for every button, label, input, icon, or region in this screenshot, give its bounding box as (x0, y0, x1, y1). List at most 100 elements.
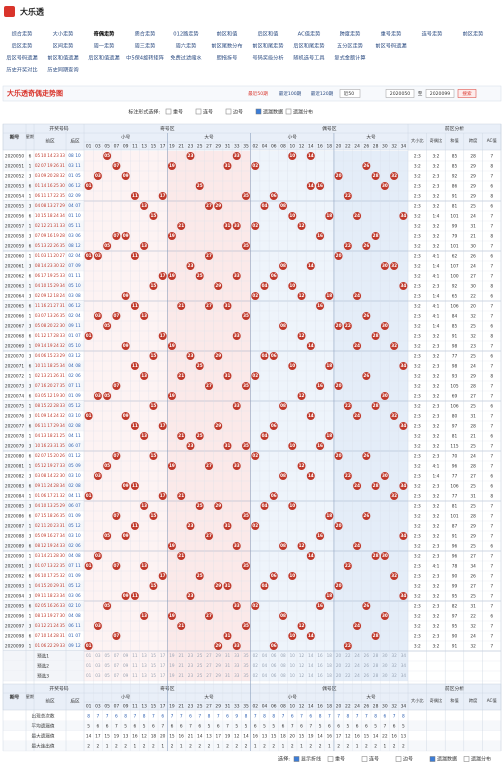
footer-option[interactable]: 边号 (403, 756, 413, 763)
preselect-cell[interactable]: 02 (253, 663, 259, 668)
nav-link[interactable]: 胆拖拆号 (217, 54, 238, 62)
nav-link[interactable]: 周一走势 (94, 42, 115, 50)
preselect-cell[interactable]: 30 (382, 653, 388, 658)
preselect-cell[interactable]: 18 (327, 663, 333, 668)
nav-link[interactable]: 前区尾数分布 (211, 42, 242, 50)
preselect-cell[interactable]: 14 (308, 653, 314, 658)
footer-option[interactable]: 遗漏数据 (437, 756, 457, 763)
preselect-cell[interactable]: 18 (327, 673, 333, 678)
preselect-cell[interactable]: 03 (95, 673, 101, 678)
preselect-cell[interactable]: 30 (382, 673, 388, 678)
preselect-cell[interactable]: 28 (373, 653, 379, 658)
preselect-cell[interactable]: 29 (216, 673, 222, 678)
preselect-cell[interactable]: 35 (243, 673, 249, 678)
preselect-cell[interactable]: 27 (206, 663, 212, 668)
preselect-cell[interactable]: 04 (262, 673, 268, 678)
preselect-cell[interactable]: 26 (364, 653, 370, 658)
period-link[interactable]: 最近100期 (279, 90, 302, 97)
preselect-cell[interactable]: 06 (271, 673, 277, 678)
preselect-cell[interactable]: 18 (327, 653, 333, 658)
nav-link[interactable]: 后区和值遗漏 (88, 54, 119, 62)
preselect-cell[interactable]: 04 (262, 653, 268, 658)
preselect-cell[interactable]: 12 (299, 673, 305, 678)
preselect-cell[interactable]: 34 (401, 673, 407, 678)
preselect-cell[interactable]: 16 (317, 653, 323, 658)
select[interactable]: 近50 (344, 90, 355, 97)
nav-link[interactable]: 历史开奖对比 (6, 66, 37, 74)
nav-link[interactable]: 前区和值 (217, 30, 238, 38)
preselect-cell[interactable]: 05 (104, 673, 110, 678)
preselect-cell[interactable]: 02 (253, 673, 259, 678)
nav-link[interactable]: 后区和值 (258, 30, 279, 38)
preselect-cell[interactable]: 11 (132, 673, 138, 678)
mark-option[interactable]: 连号 (203, 109, 213, 116)
preselect-cell[interactable]: 06 (271, 653, 277, 658)
preselect-cell[interactable]: 08 (280, 673, 286, 678)
nav-link[interactable]: 重号走势 (381, 30, 402, 38)
preselect-cell[interactable]: 09 (123, 663, 129, 668)
preselect-cell[interactable]: 16 (317, 673, 323, 678)
preselect-cell[interactable]: 26 (364, 663, 370, 668)
preselect-cell[interactable]: 07 (114, 663, 120, 668)
preselect-cell[interactable]: 14 (308, 673, 314, 678)
nav-link[interactable]: 免费过滤缩水 (170, 54, 202, 62)
nav-link[interactable]: 后区走势 (12, 42, 33, 50)
preselect-cell[interactable]: 28 (373, 663, 379, 668)
preselect-cell[interactable]: 17 (160, 653, 166, 658)
nav-link[interactable]: 012路走势 (173, 30, 198, 38)
preselect-cell[interactable]: 31 (225, 663, 231, 668)
preselect-cell[interactable]: 34 (401, 653, 407, 658)
preselect-cell[interactable]: 15 (151, 653, 157, 658)
to-input[interactable]: 2020099 (430, 91, 451, 97)
nav-link[interactable]: 奇偶走势 (94, 30, 116, 38)
preselect-cell[interactable]: 25 (197, 663, 203, 668)
mark-option[interactable]: 遗漏数据 (263, 109, 283, 116)
nav-link[interactable]: 周三走势 (135, 42, 156, 50)
preselect-cell[interactable]: 13 (141, 653, 147, 658)
preselect-cell[interactable]: 22 (345, 653, 351, 658)
preselect-cell[interactable]: 32 (391, 653, 397, 658)
nav-link[interactable]: 质合走势 (135, 30, 156, 38)
preselect-cell[interactable]: 11 (132, 663, 138, 668)
preselect-cell[interactable]: 31 (225, 653, 231, 658)
preselect-cell[interactable]: 23 (188, 663, 194, 668)
preselect-cell[interactable]: 07 (114, 673, 120, 678)
preselect-cell[interactable]: 17 (160, 663, 166, 668)
preselect-cell[interactable]: 12 (299, 663, 305, 668)
nav-link[interactable]: 大小走势 (53, 30, 74, 38)
preselect-cell[interactable]: 22 (345, 663, 351, 668)
nav-link[interactable]: 跨度走势 (340, 30, 361, 38)
from-input[interactable]: 2020050 (390, 91, 411, 97)
nav-link[interactable]: 复式金额计算 (334, 54, 365, 62)
preselect-cell[interactable]: 25 (197, 653, 203, 658)
mark-option[interactable]: 重号 (173, 109, 183, 116)
preselect-cell[interactable]: 03 (95, 663, 101, 668)
preselect-cell[interactable]: 25 (197, 673, 203, 678)
preselect-cell[interactable]: 12 (299, 653, 305, 658)
nav-link[interactable]: 连号走势 (422, 30, 443, 38)
preselect-cell[interactable]: 30 (382, 663, 388, 668)
preselect-cell[interactable]: 22 (345, 673, 351, 678)
preselect-cell[interactable]: 29 (216, 653, 222, 658)
footer-option[interactable]: 显示折线 (301, 756, 321, 763)
preselect-cell[interactable]: 10 (290, 663, 296, 668)
preselect-cell[interactable]: 32 (391, 673, 397, 678)
search-button[interactable]: 搜索 (462, 90, 472, 97)
preselect-cell[interactable]: 21 (179, 673, 185, 678)
preselect-cell[interactable]: 19 (169, 663, 175, 668)
preselect-cell[interactable]: 01 (86, 663, 92, 668)
nav-link[interactable]: 周六走势 (176, 42, 197, 50)
nav-link[interactable]: 前区走势 (463, 30, 484, 38)
preselect-cell[interactable]: 13 (141, 673, 147, 678)
preselect-cell[interactable]: 26 (364, 673, 370, 678)
preselect-cell[interactable]: 27 (206, 653, 212, 658)
preselect-cell[interactable]: 15 (151, 663, 157, 668)
preselect-cell[interactable]: 24 (354, 663, 360, 668)
nav-link[interactable]: 前区号码遗漏 (375, 42, 406, 50)
period-link[interactable]: 最近120期 (311, 90, 334, 97)
preselect-cell[interactable]: 04 (262, 663, 268, 668)
preselect-cell[interactable]: 33 (234, 663, 240, 668)
nav-link[interactable]: 区间走势 (53, 42, 74, 50)
preselect-cell[interactable]: 27 (206, 673, 212, 678)
period-link[interactable]: 最近50期 (248, 90, 268, 97)
